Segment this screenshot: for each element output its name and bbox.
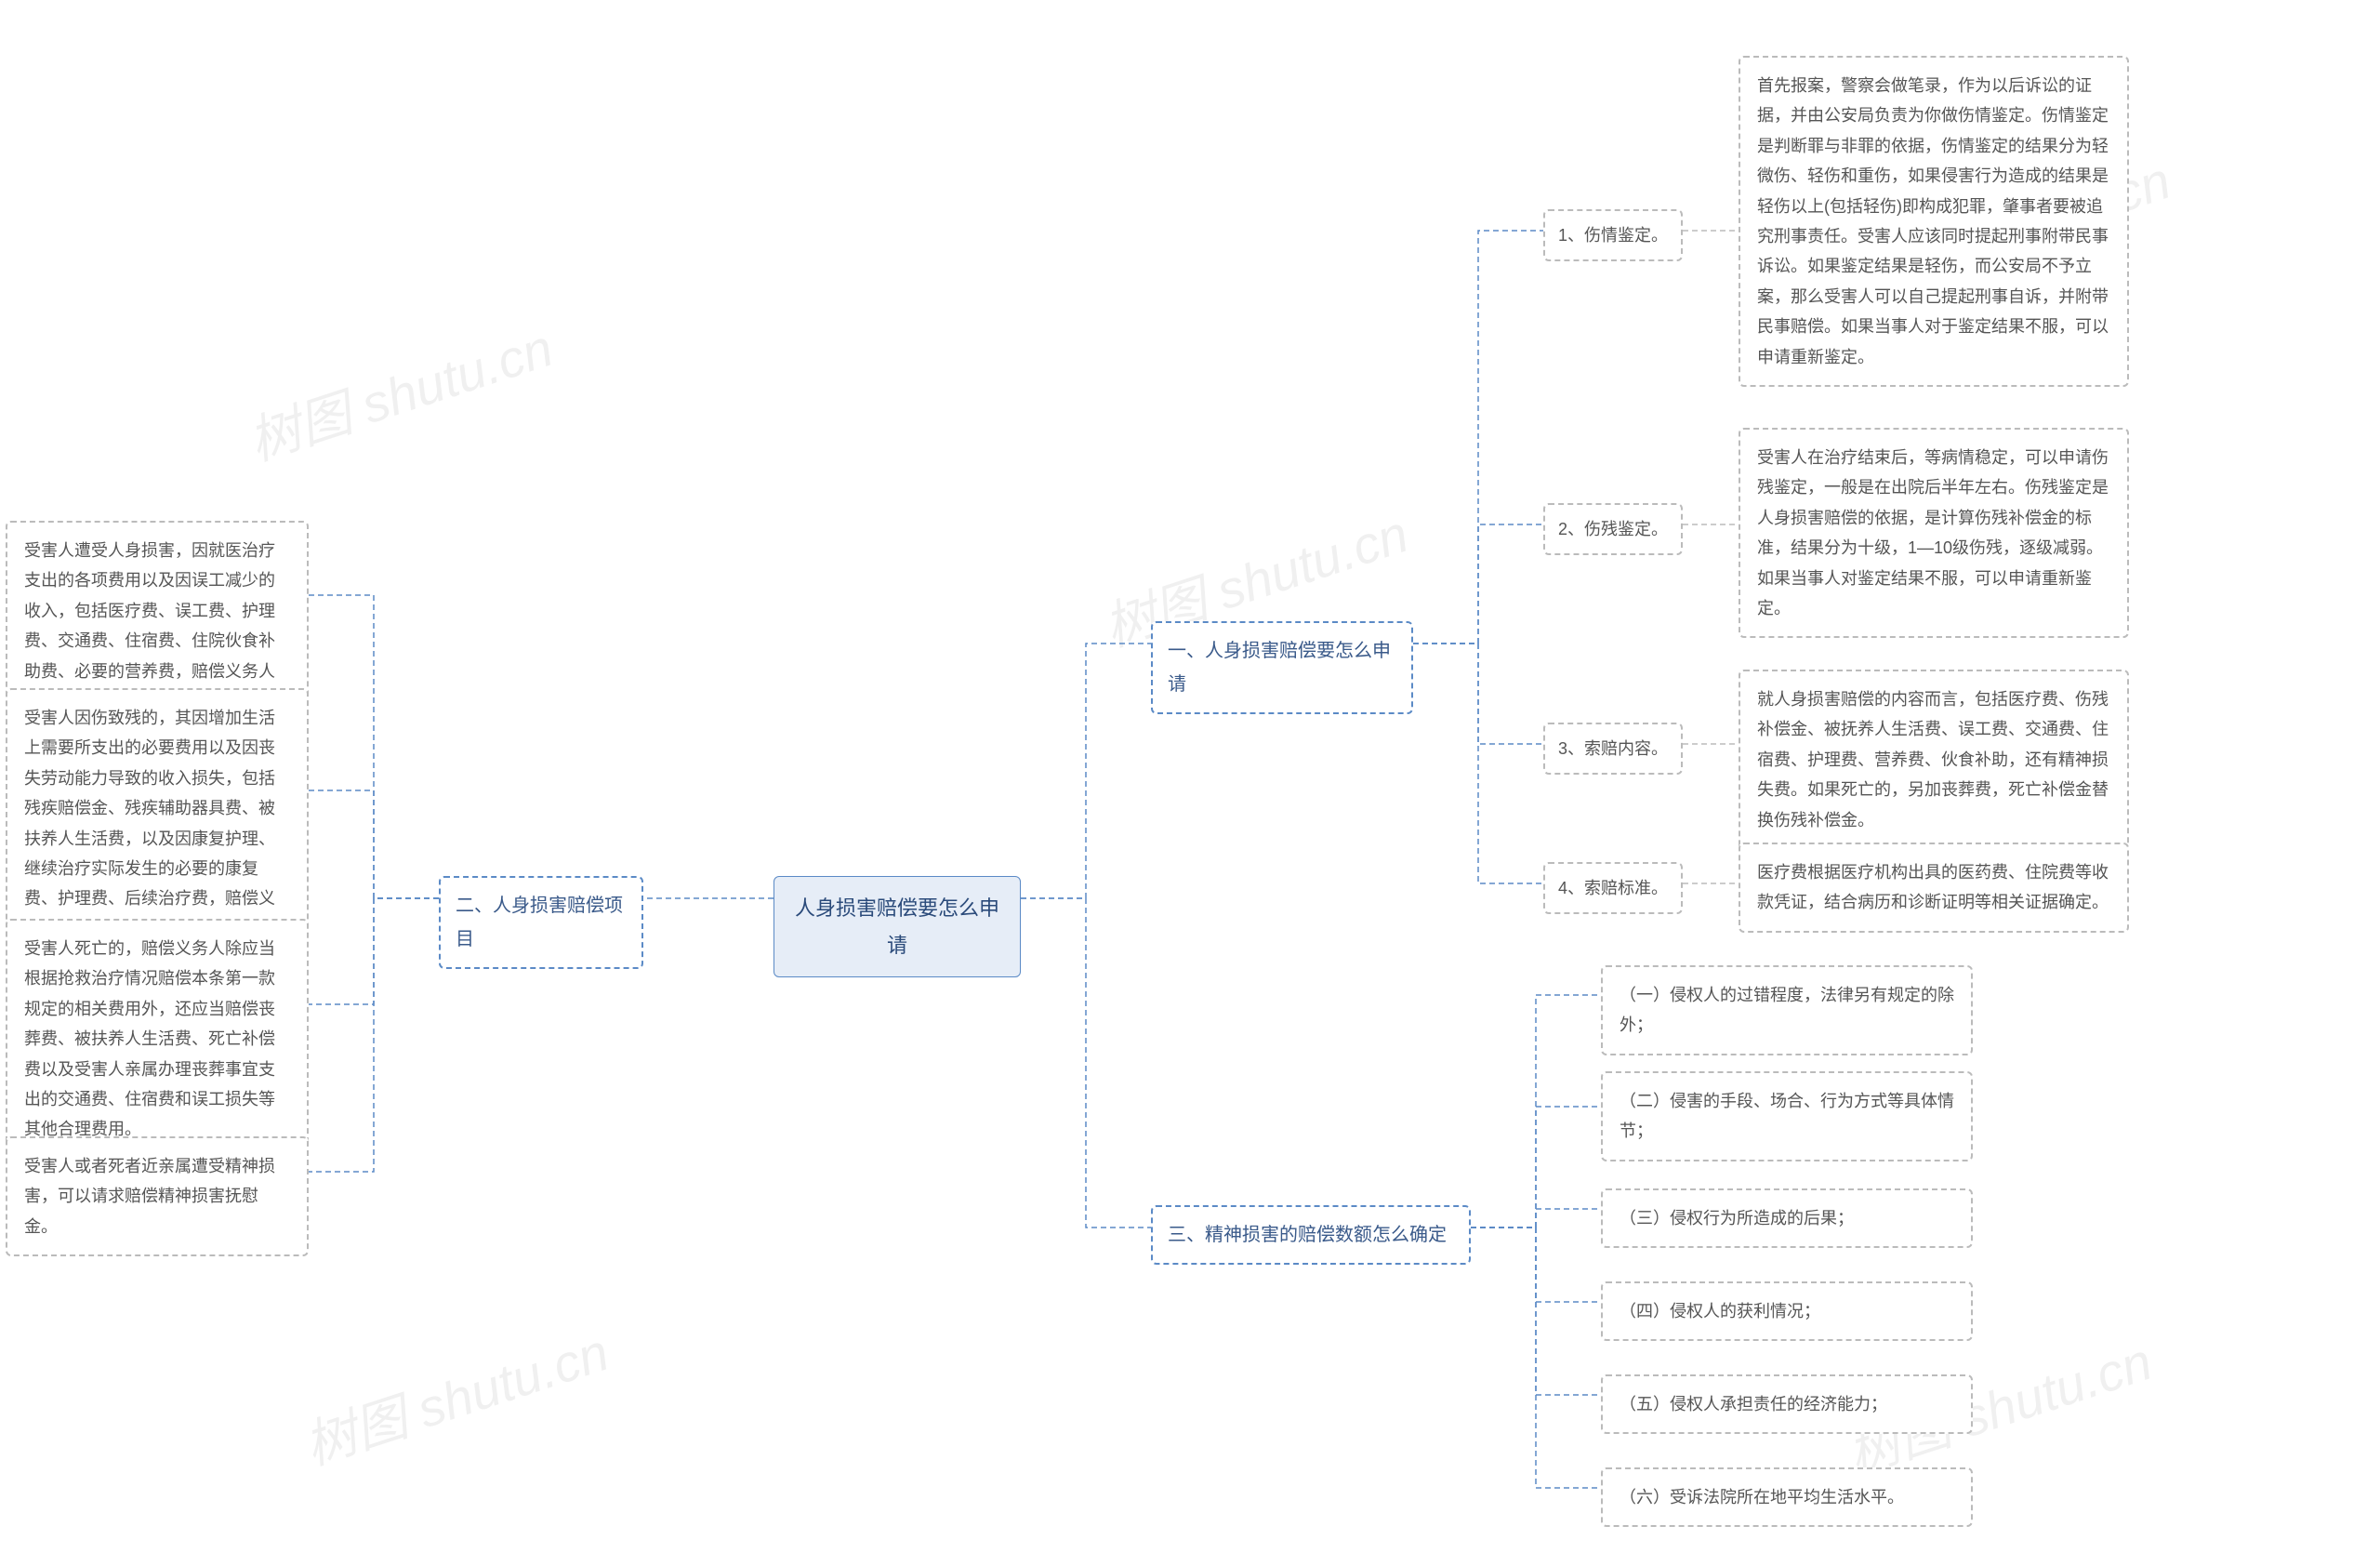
- b3-item2: （二）侵害的手段、场合、行为方式等具体情节；: [1601, 1071, 1973, 1161]
- b1-item3-detail: 就人身损害赔偿的内容而言，包括医疗费、伤残补偿金、被抚养人生活费、误工费、交通费…: [1739, 670, 2129, 850]
- branch-2: 二、人身损害赔偿项目: [439, 876, 643, 969]
- b1-item1-title: 1、伤情鉴定。: [1543, 209, 1683, 261]
- b2-item4: 受害人或者死者近亲属遭受精神损害，可以请求赔偿精神损害抚慰金。: [6, 1136, 309, 1256]
- b1-item2-detail: 受害人在治疗结束后，等病情稳定，可以申请伤残鉴定，一般是在出院后半年左右。伤残鉴…: [1739, 428, 2129, 638]
- b1-item4-title: 4、索赔标准。: [1543, 862, 1683, 914]
- b3-item3: （三）侵权行为所造成的后果；: [1601, 1188, 1973, 1248]
- b3-item1: （一）侵权人的过错程度，法律另有规定的除外；: [1601, 965, 1973, 1055]
- b3-item5: （五）侵权人承担责任的经济能力；: [1601, 1374, 1973, 1434]
- watermark: 树图 shutu.cn: [294, 1311, 617, 1480]
- b1-item3-title: 3、索赔内容。: [1543, 723, 1683, 775]
- root-node: 人身损害赔偿要怎么申请: [774, 876, 1021, 977]
- b1-item2-title: 2、伤残鉴定。: [1543, 503, 1683, 555]
- b1-item1-detail: 首先报案，警察会做笔录，作为以后诉讼的证据，并由公安局负责为你做伤情鉴定。伤情鉴…: [1739, 56, 2129, 387]
- branch-1: 一、人身损害赔偿要怎么申请: [1151, 621, 1413, 714]
- b2-item3: 受害人死亡的，赔偿义务人除应当根据抢救治疗情况赔偿本条第一款规定的相关费用外，还…: [6, 919, 309, 1160]
- b3-item4: （四）侵权人的获利情况；: [1601, 1281, 1973, 1341]
- watermark: 树图 shutu.cn: [238, 307, 562, 476]
- b1-item4-detail: 医疗费根据医疗机构出具的医药费、住院费等收款凭证，结合病历和诊断证明等相关证据确…: [1739, 843, 2129, 933]
- b3-item6: （六）受诉法院所在地平均生活水平。: [1601, 1467, 1973, 1527]
- branch-3: 三、精神损害的赔偿数额怎么确定: [1151, 1205, 1471, 1265]
